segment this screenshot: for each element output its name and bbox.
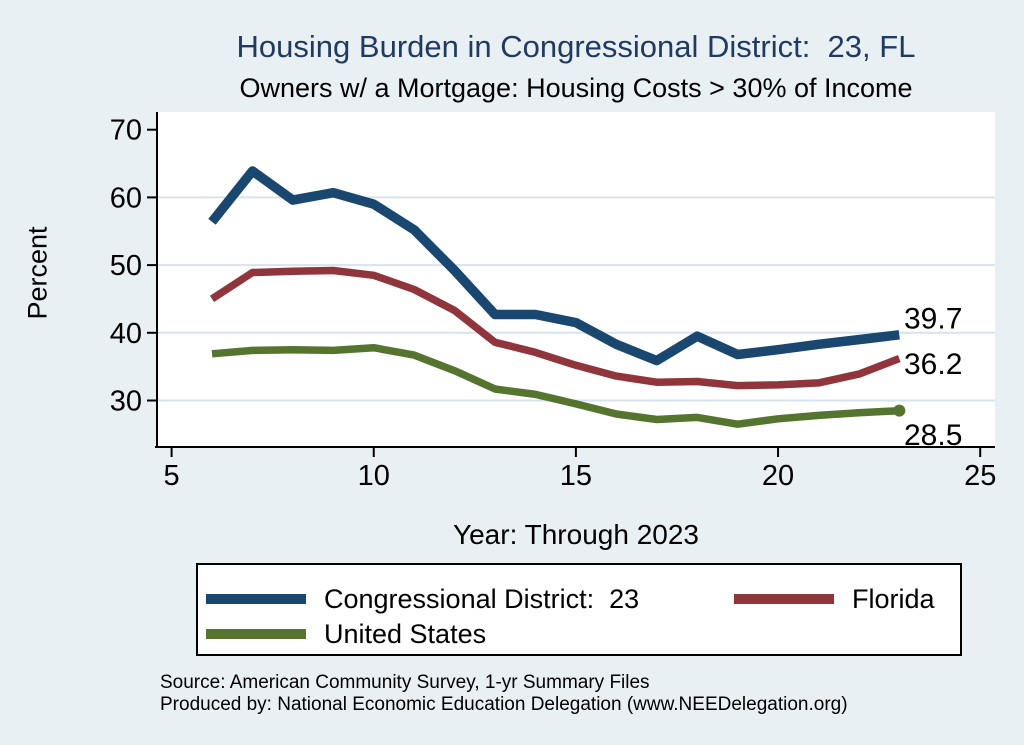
legend-item-congressional-district-23: Congressional District: 23 (206, 584, 639, 614)
end-point-marker-united-states (893, 404, 906, 417)
series-line-florida (209, 266, 901, 390)
y-tick-label-30: 30 (110, 386, 142, 418)
legend: Congressional District: 23 Florida Unite… (196, 563, 962, 656)
series-line-united-states (211, 343, 900, 428)
series-end-label-florida: 36.2 (904, 348, 962, 381)
series-end-label-united-states: 28.5 (904, 419, 962, 452)
x-tick-label-10: 10 (358, 460, 390, 492)
legend-swatch-congressional-district-23 (206, 594, 306, 604)
legend-swatch-florida (734, 594, 834, 604)
source-note: Source: American Community Survey, 1-yr … (160, 672, 1000, 716)
y-tick-label-60: 60 (110, 182, 142, 214)
y-tick-label-70: 70 (110, 115, 142, 147)
series-line-congressional-district-23 (208, 166, 900, 366)
legend-label: Florida (852, 583, 935, 614)
chart-title: Housing Burden in Congressional District… (236, 29, 916, 64)
x-tick-label-5: 5 (164, 460, 180, 492)
x-axis-title: Year: Through 2023 (453, 519, 699, 550)
source-line-1: Source: American Community Survey, 1-yr … (160, 672, 650, 693)
legend-label: Congressional District: 23 (324, 583, 640, 614)
legend-label: United States (324, 618, 487, 649)
plot-background (157, 112, 995, 447)
legend-item-united-states: United States (206, 619, 486, 649)
y-tick-label-40: 40 (110, 318, 142, 350)
source-line-2: Produced by: National Economic Education… (160, 694, 848, 715)
legend-swatch-united-states (206, 629, 306, 639)
x-tick-label-15: 15 (560, 460, 592, 492)
x-tick-label-20: 20 (762, 460, 794, 492)
x-tick-label-25: 25 (964, 460, 996, 492)
chart-subtitle: Owners w/ a Mortgage: Housing Costs > 30… (239, 73, 913, 103)
y-tick-label-50: 50 (110, 250, 142, 282)
series-end-label-congressional-district-23: 39.7 (904, 302, 962, 335)
legend-item-florida: Florida (734, 584, 935, 614)
